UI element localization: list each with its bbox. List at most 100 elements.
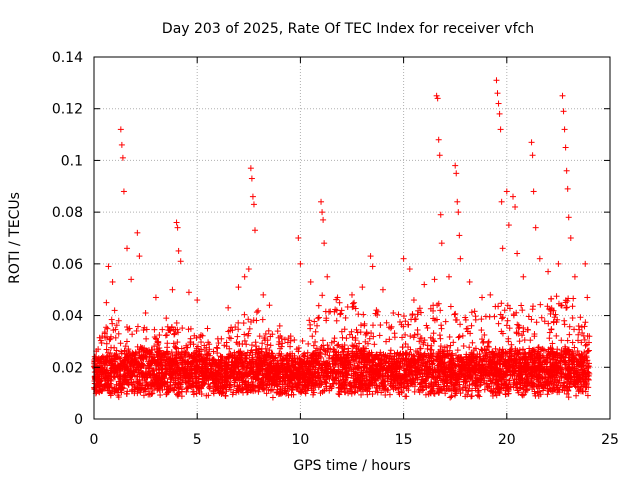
background-point (387, 347, 394, 354)
background-point (463, 325, 470, 332)
background-point (495, 320, 502, 327)
background-point (305, 340, 312, 347)
background-point (371, 341, 378, 348)
background-point (395, 311, 402, 318)
background-point (353, 326, 360, 333)
background-point (569, 339, 576, 346)
background-point (143, 326, 150, 333)
background-point (337, 311, 344, 318)
background-point (299, 337, 306, 344)
background-point (295, 348, 302, 355)
background-point (108, 316, 115, 323)
background-point (537, 301, 544, 308)
background-point (545, 320, 552, 327)
background-point (241, 331, 248, 338)
background-point (454, 347, 461, 354)
background-point (307, 321, 314, 328)
background-point (538, 314, 545, 321)
background-point (417, 309, 424, 316)
background-point (446, 333, 453, 340)
background-point (335, 342, 342, 349)
background-point (201, 348, 208, 355)
background-point (547, 310, 554, 317)
background-point (442, 318, 449, 325)
background-point (453, 316, 460, 323)
chart-title: Day 203 of 2025, Rate Of TEC Index for r… (162, 21, 534, 37)
background-point (485, 339, 492, 346)
background-point (171, 330, 178, 337)
scatter-points (91, 77, 593, 401)
background-point (431, 366, 438, 373)
background-point (337, 310, 344, 317)
background-point (234, 333, 241, 340)
background-point (319, 292, 326, 299)
background-point (206, 384, 213, 391)
background-point (402, 393, 409, 400)
background-point (115, 330, 122, 337)
background-point (478, 316, 485, 323)
background-point (252, 339, 259, 346)
background-point (416, 338, 423, 345)
background-point (397, 318, 404, 325)
background-point (498, 300, 505, 307)
background-point (407, 333, 414, 340)
background-point (103, 324, 110, 331)
background-point (315, 302, 322, 309)
background-point (456, 333, 463, 340)
background-point (383, 319, 390, 326)
background-point (267, 342, 274, 349)
background-point (420, 339, 427, 346)
background-point (362, 331, 369, 338)
background-point (348, 328, 355, 335)
background-point (498, 315, 505, 322)
background-point (527, 337, 534, 344)
background-point (566, 331, 573, 338)
background-point (505, 338, 512, 345)
background-point (498, 328, 505, 335)
background-point (191, 332, 198, 339)
background-point (143, 335, 150, 342)
background-point (582, 342, 589, 349)
background-point (553, 332, 560, 339)
background-point (123, 338, 130, 345)
background-point (497, 311, 504, 318)
background-point (548, 326, 555, 333)
background-point (269, 394, 276, 401)
background-point (455, 334, 462, 341)
background-point (400, 313, 407, 320)
background-point (436, 332, 443, 339)
background-point (248, 342, 255, 349)
background-point (109, 320, 116, 327)
background-point (525, 313, 532, 320)
background-point (153, 346, 160, 353)
background-point (259, 340, 266, 347)
background-point (104, 325, 111, 332)
background-point (355, 311, 362, 318)
background-point (174, 339, 181, 346)
background-point (468, 393, 475, 400)
background-point (519, 392, 526, 399)
background-point (291, 336, 298, 343)
background-point (342, 389, 349, 396)
background-point (574, 348, 581, 355)
background-point (504, 317, 511, 324)
background-point (466, 344, 473, 351)
background-point (255, 307, 262, 314)
background-point (506, 325, 513, 332)
background-point (484, 343, 491, 350)
background-point (519, 332, 526, 339)
background-point (245, 316, 252, 323)
background-point (319, 337, 326, 344)
background-point (306, 317, 313, 324)
background-point (491, 313, 498, 320)
background-point (476, 393, 483, 400)
background-point (569, 303, 576, 310)
background-point (311, 318, 318, 325)
background-point (129, 331, 136, 338)
background-point (214, 345, 221, 352)
background-point (451, 311, 458, 318)
background-point (480, 355, 487, 362)
background-point (173, 319, 180, 326)
background-point (279, 340, 286, 347)
background-point (553, 293, 560, 300)
